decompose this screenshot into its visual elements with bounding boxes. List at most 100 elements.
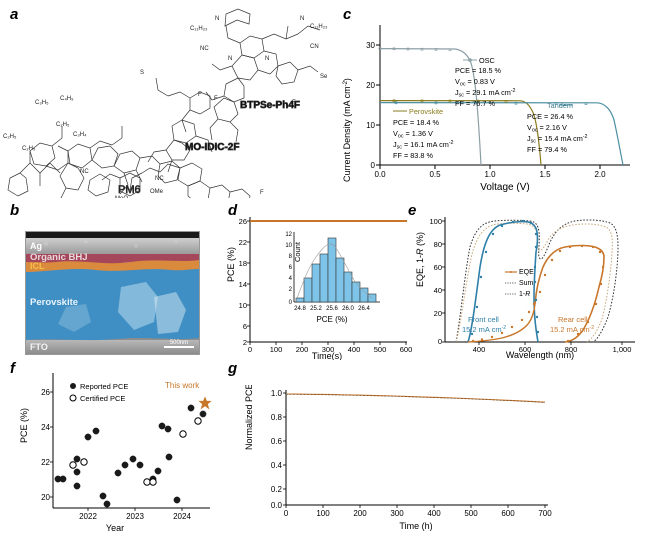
svg-text:100: 100: [270, 345, 283, 354]
svg-text:Year: Year: [106, 523, 124, 533]
svg-text:300: 300: [390, 509, 404, 518]
svg-text:Rear cell: Rear cell: [558, 315, 588, 324]
svg-text:0: 0: [248, 345, 252, 354]
svg-text:Voc = 1.36 V: Voc = 1.36 V: [393, 129, 433, 140]
svg-text:0: 0: [438, 337, 442, 346]
svg-text:F: F: [292, 100, 296, 106]
svg-text:0.0: 0.0: [271, 501, 283, 510]
svg-text:F: F: [214, 96, 218, 102]
svg-text:F: F: [198, 92, 202, 98]
svg-text:Voc = 0.83 V: Voc = 0.83 V: [455, 77, 495, 88]
svg-text:FTO: FTO: [30, 342, 48, 352]
svg-text:Jsc = 29.1 mA cm-2: Jsc = 29.1 mA cm-2: [455, 88, 516, 99]
svg-text:FF = 76.7 %: FF = 76.7 %: [455, 99, 495, 108]
svg-text:400: 400: [348, 345, 361, 354]
svg-text:OMe: OMe: [150, 189, 164, 195]
svg-text:C₂H₅: C₂H₅: [56, 122, 70, 128]
svg-text:500: 500: [464, 509, 478, 518]
svg-text:PCE = 18.4 %: PCE = 18.4 %: [393, 118, 440, 127]
svg-text:MeO: MeO: [115, 196, 128, 198]
svg-text:Voc = 2.16 V: Voc = 2.16 V: [527, 123, 567, 134]
svg-text:60: 60: [434, 263, 442, 272]
svg-text:26.0: 26.0: [342, 306, 354, 312]
svg-text:Time (h): Time (h): [399, 521, 432, 531]
svg-text:30: 30: [366, 41, 375, 50]
svg-text:F: F: [260, 190, 264, 196]
svg-text:10: 10: [239, 301, 247, 310]
svg-text:C₃H₅: C₃H₅: [35, 100, 49, 106]
svg-text:Reported PCE: Reported PCE: [80, 382, 128, 391]
svg-text:PCE (%): PCE (%): [19, 408, 29, 443]
svg-text:6: 6: [243, 322, 247, 331]
svg-text:EQE: EQE: [519, 269, 534, 276]
svg-text:20: 20: [366, 81, 375, 90]
svg-text:Perovskite: Perovskite: [30, 297, 78, 308]
svg-text:0.6: 0.6: [271, 437, 283, 446]
svg-text:100: 100: [429, 217, 442, 226]
svg-text:400: 400: [473, 345, 486, 354]
svg-text:25.2: 25.2: [310, 306, 322, 312]
svg-text:NC: NC: [155, 176, 164, 182]
svg-text:NC: NC: [200, 46, 209, 52]
svg-text:22: 22: [239, 238, 247, 247]
svg-text:26: 26: [41, 388, 50, 397]
svg-text:500: 500: [374, 345, 387, 354]
svg-text:NC: NC: [80, 169, 89, 175]
svg-text:PCE (%): PCE (%): [316, 315, 347, 324]
svg-text:14: 14: [239, 280, 247, 289]
svg-text:C₁₁H₂₃: C₁₁H₂₃: [190, 26, 208, 32]
svg-text:PM6: PM6: [118, 184, 141, 196]
svg-text:PCE = 26.4 %: PCE = 26.4 %: [527, 112, 574, 121]
svg-text:0.0: 0.0: [374, 170, 386, 179]
svg-text:0.8: 0.8: [271, 413, 283, 422]
svg-text:1.0: 1.0: [484, 170, 496, 179]
svg-text:2024: 2024: [173, 512, 191, 521]
svg-text:1.5: 1.5: [539, 170, 551, 179]
svg-text:C₃H₄: C₃H₄: [73, 132, 87, 138]
svg-text:Time(s): Time(s): [312, 351, 342, 360]
svg-text:500nm: 500nm: [170, 340, 188, 346]
svg-text:200: 200: [353, 509, 367, 518]
svg-text:Normalized PCE: Normalized PCE: [244, 385, 254, 450]
svg-text:1,000: 1,000: [613, 345, 632, 354]
svg-text:Tandem: Tandem: [547, 101, 573, 110]
svg-text:15.2 mA cm-2: 15.2 mA cm-2: [462, 325, 506, 334]
svg-text:This work: This work: [165, 381, 200, 390]
svg-text:25.6: 25.6: [326, 306, 338, 312]
svg-text:0.2: 0.2: [271, 485, 283, 494]
svg-text:600: 600: [501, 509, 515, 518]
svg-text:1-R: 1-R: [519, 291, 530, 298]
svg-text:26: 26: [239, 217, 247, 226]
svg-text:200: 200: [296, 345, 309, 354]
svg-text:CN: CN: [310, 44, 319, 50]
svg-text:80: 80: [434, 240, 442, 249]
svg-text:400: 400: [427, 509, 441, 518]
svg-text:40: 40: [434, 286, 442, 295]
svg-text:0: 0: [371, 161, 376, 170]
svg-text:C₂H₅: C₂H₅: [3, 134, 17, 140]
svg-text:N: N: [215, 16, 219, 22]
svg-text:S: S: [140, 70, 144, 76]
svg-text:Wavelength (nm): Wavelength (nm): [506, 350, 574, 360]
svg-text:BTPSe-Ph4F: BTPSe-Ph4F: [240, 100, 300, 111]
svg-text:26.4: 26.4: [358, 306, 370, 312]
svg-text:C₂H₅: C₂H₅: [22, 146, 36, 152]
svg-text:2.0: 2.0: [594, 170, 606, 179]
svg-text:ICL: ICL: [30, 261, 45, 271]
svg-text:2023: 2023: [126, 512, 144, 521]
svg-text:C₁₁H₂₃: C₁₁H₂₃: [310, 24, 328, 30]
svg-text:12: 12: [285, 232, 292, 238]
svg-text:24: 24: [41, 423, 50, 432]
svg-text:1.0: 1.0: [271, 389, 283, 398]
svg-text:24.8: 24.8: [294, 306, 306, 312]
svg-text:Se: Se: [320, 74, 328, 80]
svg-text:Front cell: Front cell: [468, 315, 499, 324]
svg-text:0.4: 0.4: [271, 461, 283, 470]
svg-text:Current Density (mA cm-2): Current Density (mA cm-2): [342, 78, 352, 182]
svg-text:20: 20: [41, 493, 50, 502]
svg-text:2: 2: [243, 338, 247, 347]
svg-text:N: N: [228, 56, 232, 62]
svg-text:FF = 83.8 %: FF = 83.8 %: [393, 151, 433, 160]
svg-text:FF = 79.4 %: FF = 79.4 %: [527, 145, 567, 154]
svg-text:Certified PCE: Certified PCE: [80, 394, 125, 403]
